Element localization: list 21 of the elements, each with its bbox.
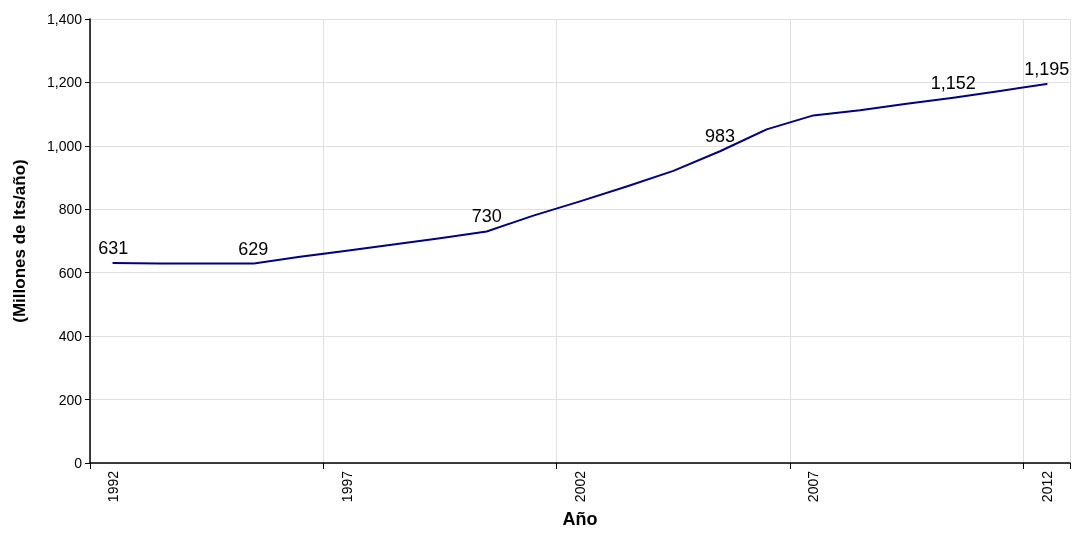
x-tick-label: 2007 xyxy=(805,470,822,503)
data-label: 631 xyxy=(98,237,129,258)
y-tick-label: 400 xyxy=(58,328,83,345)
data-label: 1,152 xyxy=(930,72,976,93)
y-tick-label: 600 xyxy=(58,264,83,281)
x-axis-title: Año xyxy=(562,509,598,530)
x-tick-label: 2002 xyxy=(572,470,588,503)
y-tick-label: 200 xyxy=(58,391,83,408)
y-tick-label: 800 xyxy=(58,201,83,218)
data-label: 983 xyxy=(704,126,736,147)
x-tick-label: 2012 xyxy=(1038,470,1055,503)
y-tick-label: 1,400 xyxy=(46,11,83,27)
x-tick-label: 1992 xyxy=(105,470,122,503)
x-tick-label: 1997 xyxy=(338,470,355,503)
y-axis-title: (Millones de lts/año) xyxy=(10,159,29,323)
y-tick-label: 0 xyxy=(74,455,83,471)
data-label: 629 xyxy=(238,238,269,259)
data-label: 1,195 xyxy=(1024,59,1070,80)
y-tick-label: 1,000 xyxy=(46,137,83,154)
data-label: 730 xyxy=(471,206,502,227)
y-tick-label: 1,200 xyxy=(46,74,83,91)
